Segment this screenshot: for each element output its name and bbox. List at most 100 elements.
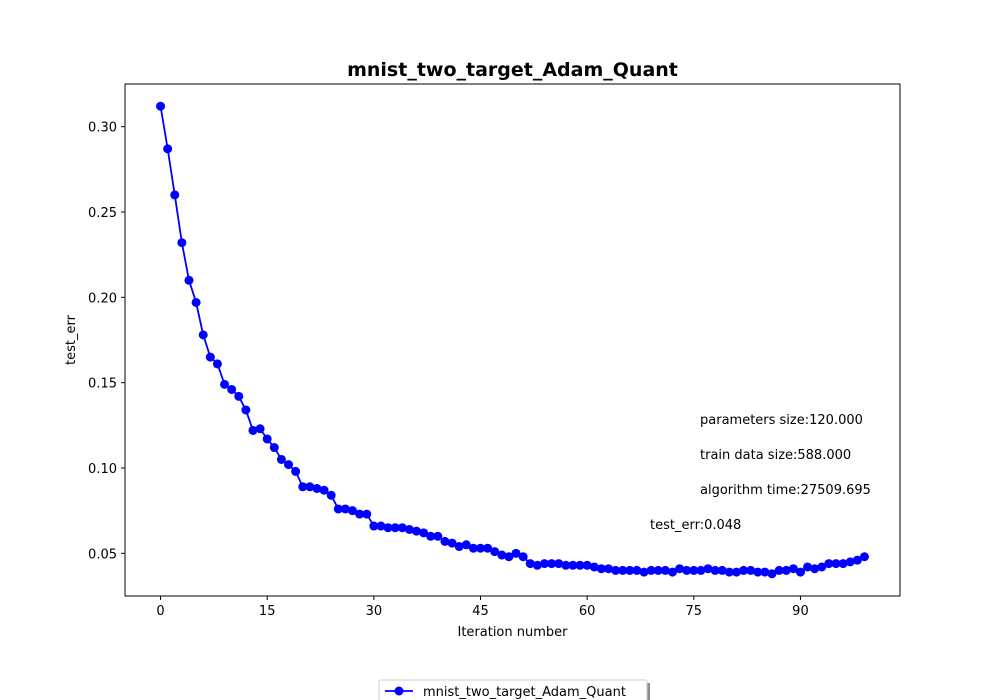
- data-point: [383, 523, 393, 533]
- data-point: [305, 482, 315, 492]
- data-point: [191, 297, 201, 307]
- data-point: [547, 559, 557, 569]
- data-point: [646, 565, 656, 575]
- data-point: [561, 560, 571, 570]
- data-point: [760, 567, 770, 577]
- data-point: [675, 564, 685, 574]
- y-tick-label: 0.15: [88, 377, 117, 392]
- data-point: [419, 528, 429, 538]
- data-point: [234, 391, 244, 401]
- data-point: [660, 565, 670, 575]
- data-point: [838, 559, 848, 569]
- data-point: [803, 562, 813, 572]
- data-point: [540, 559, 549, 569]
- data-point: [824, 559, 834, 569]
- data-point: [376, 521, 386, 531]
- data-point: [746, 565, 756, 575]
- legend-label: mnist_two_target_Adam_Quant: [423, 685, 626, 700]
- data-point: [568, 560, 578, 570]
- data-point: [205, 352, 215, 362]
- y-tick-label: 0.20: [88, 291, 117, 306]
- x-axis-label: Iteration number: [457, 625, 568, 640]
- data-point: [582, 560, 592, 570]
- y-tick-label: 0.10: [88, 462, 117, 477]
- data-point: [212, 359, 222, 369]
- data-point: [575, 560, 585, 570]
- data-point: [817, 562, 827, 572]
- data-point: [611, 565, 621, 575]
- data-point: [717, 565, 727, 575]
- data-point: [625, 565, 635, 575]
- data-point: [852, 555, 862, 565]
- data-point: [667, 567, 677, 577]
- data-point: [362, 509, 372, 519]
- data-point: [532, 560, 542, 570]
- series-layer: [156, 101, 869, 579]
- data-point: [284, 460, 294, 470]
- data-point: [788, 564, 798, 574]
- data-point: [461, 540, 471, 550]
- annotation-algorithm-time: algorithm time:27509.695: [700, 483, 871, 498]
- x-tick-label: 90: [792, 604, 809, 619]
- legend-marker-swatch: [394, 686, 404, 696]
- y-tick-label: 0.30: [88, 121, 117, 136]
- data-point: [156, 101, 166, 111]
- data-point: [170, 190, 180, 200]
- data-point: [227, 384, 237, 394]
- data-point: [795, 567, 805, 577]
- data-point: [369, 521, 379, 531]
- data-point: [525, 559, 535, 569]
- data-point: [511, 548, 521, 558]
- legend-box: [378, 679, 648, 700]
- data-point: [497, 550, 507, 560]
- data-point: [490, 547, 500, 557]
- data-point: [404, 524, 414, 534]
- data-point: [319, 485, 329, 495]
- data-point: [476, 543, 485, 553]
- y-tick-label: 0.25: [88, 206, 117, 221]
- data-point: [184, 275, 194, 285]
- legend: mnist_two_target_Adam_Quant: [378, 679, 650, 700]
- data-point: [326, 490, 336, 500]
- data-point: [859, 552, 869, 562]
- data-point: [312, 483, 322, 493]
- annotation-parameters-size: parameters size:120.000: [700, 413, 863, 428]
- data-point: [774, 565, 784, 575]
- data-point: [632, 565, 642, 575]
- data-point: [518, 552, 528, 562]
- data-point: [454, 542, 464, 552]
- data-point: [682, 565, 692, 575]
- data-point: [177, 238, 187, 248]
- data-point: [703, 564, 713, 574]
- y-tick-label: 0.05: [88, 547, 117, 562]
- data-point: [810, 564, 820, 574]
- data-point: [603, 564, 613, 574]
- data-point: [618, 565, 628, 575]
- data-point: [447, 538, 457, 548]
- data-point: [639, 567, 649, 577]
- data-point: [739, 565, 749, 575]
- data-point: [753, 567, 763, 577]
- data-point: [298, 482, 308, 492]
- data-point: [262, 434, 272, 444]
- data-point: [845, 557, 855, 567]
- y-axis-label: test_err: [64, 314, 79, 365]
- data-point: [483, 543, 493, 553]
- data-point: [504, 552, 514, 562]
- annotation-train-data-size: train data size:588.000: [700, 448, 851, 463]
- data-point: [248, 425, 258, 435]
- data-point: [426, 531, 436, 541]
- data-point: [724, 567, 734, 577]
- x-tick-label: 75: [686, 604, 703, 619]
- y-axis: 0.05 0.10 0.15 0.20 0.25 0.30: [88, 121, 125, 562]
- data-point: [767, 569, 777, 579]
- data-point: [355, 509, 365, 519]
- data-point: [397, 523, 407, 533]
- data-point: [390, 523, 400, 533]
- chart-title: mnist_two_target_Adam_Quant: [347, 59, 678, 81]
- data-point: [276, 454, 286, 464]
- data-point: [554, 559, 564, 569]
- data-point: [269, 443, 279, 453]
- x-tick-label: 45: [472, 604, 489, 619]
